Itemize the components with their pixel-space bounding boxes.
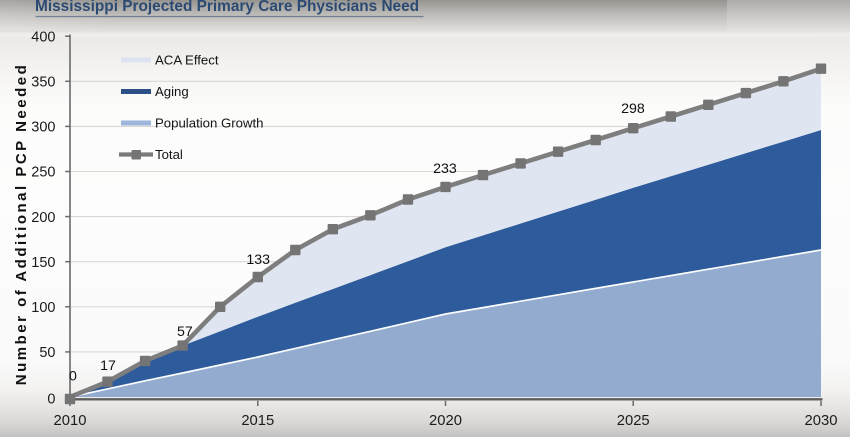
svg-text:ACA Effect: ACA Effect bbox=[155, 53, 219, 68]
svg-text:57: 57 bbox=[177, 324, 193, 340]
svg-text:0: 0 bbox=[69, 369, 77, 385]
svg-text:400: 400 bbox=[31, 29, 55, 45]
svg-text:Aging: Aging bbox=[155, 84, 189, 99]
svg-text:2020: 2020 bbox=[429, 413, 462, 429]
svg-text:200: 200 bbox=[31, 210, 55, 226]
svg-text:150: 150 bbox=[31, 255, 55, 271]
svg-text:Total: Total bbox=[155, 147, 183, 162]
svg-text:233: 233 bbox=[433, 161, 457, 177]
svg-text:2025: 2025 bbox=[617, 413, 650, 429]
svg-text:2030: 2030 bbox=[805, 413, 838, 429]
svg-text:Mississippi Projected Primary: Mississippi Projected Primary Care Physi… bbox=[35, 0, 419, 15]
svg-text:298: 298 bbox=[621, 101, 645, 117]
svg-text:2010: 2010 bbox=[54, 413, 87, 429]
svg-text:Number of Additional PCP Neede: Number of Additional PCP Needed bbox=[13, 63, 30, 386]
svg-text:133: 133 bbox=[246, 252, 270, 268]
svg-text:2015: 2015 bbox=[241, 413, 274, 429]
svg-text:350: 350 bbox=[31, 75, 55, 91]
svg-text:300: 300 bbox=[31, 120, 55, 136]
svg-text:50: 50 bbox=[39, 345, 55, 361]
svg-text:100: 100 bbox=[31, 300, 55, 316]
svg-text:Population Growth: Population Growth bbox=[155, 116, 264, 131]
svg-text:17: 17 bbox=[100, 358, 116, 374]
svg-text:0: 0 bbox=[47, 392, 55, 408]
svg-text:250: 250 bbox=[31, 165, 55, 181]
